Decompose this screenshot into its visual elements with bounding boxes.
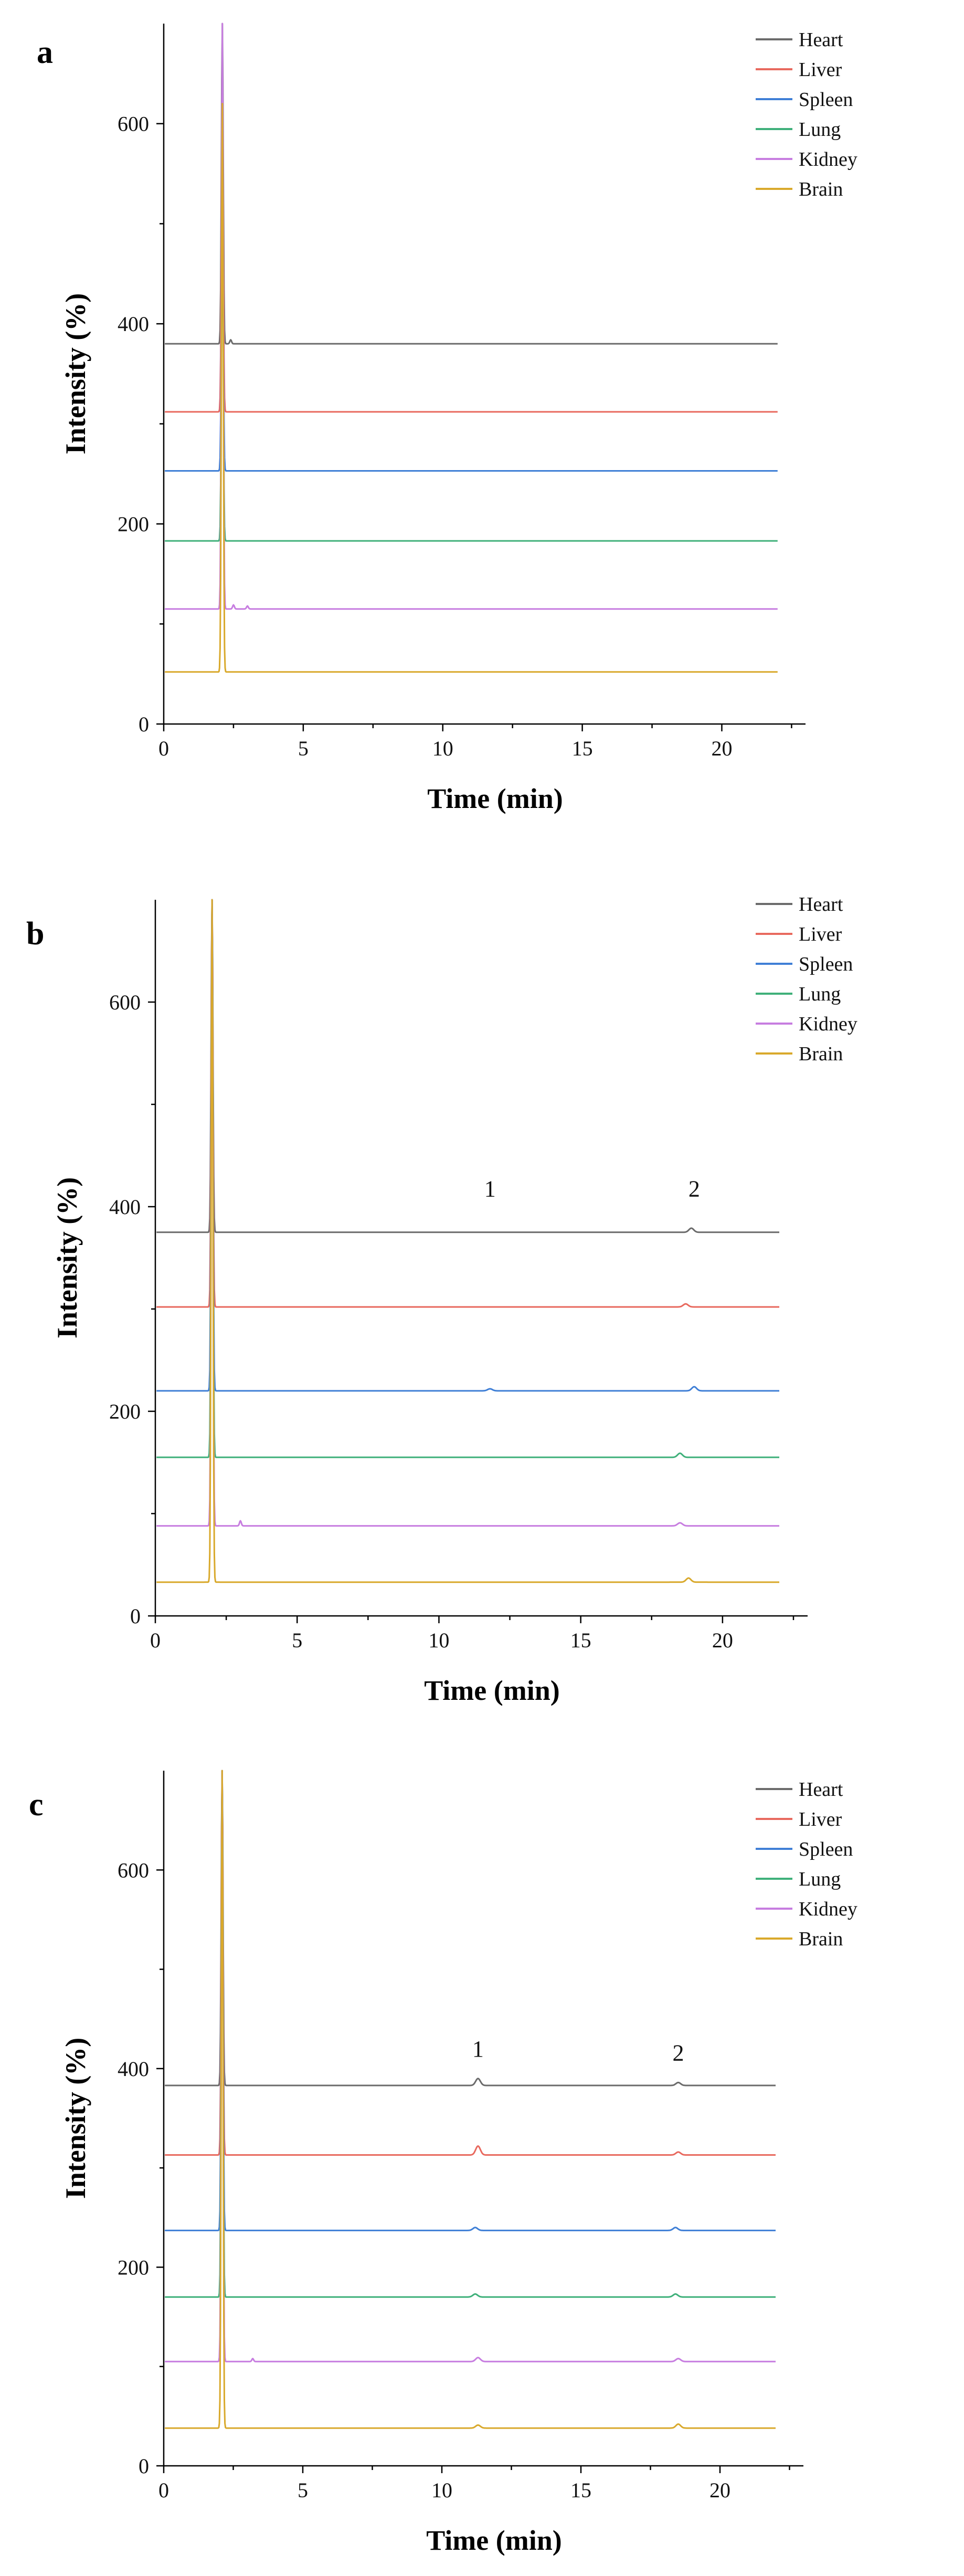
- legend-label: Liver: [799, 1808, 842, 1830]
- legend-label: Liver: [799, 59, 842, 81]
- y-tick-label: 0: [139, 2454, 149, 2478]
- x-tick-label: 15: [572, 737, 593, 760]
- series-line-brain: [156, 899, 780, 1583]
- y-tick-label: 600: [118, 1858, 149, 1882]
- legend: Heart Liver Spleen Lung Kidney Brain: [756, 1779, 857, 1950]
- x-tick-label: 10: [431, 2478, 452, 2502]
- panel-label: a: [37, 35, 53, 70]
- y-tick-label: 200: [109, 1400, 141, 1423]
- y-axis-title: Intensity (%): [60, 2038, 91, 2199]
- legend-label: Heart: [799, 29, 843, 51]
- x-axis-title: Time (min): [427, 783, 563, 814]
- y-tick-label: 0: [139, 712, 149, 736]
- legend-label: Spleen: [799, 953, 853, 975]
- axes-frame: [154, 900, 808, 1617]
- legend-label: Kidney: [799, 1898, 857, 1920]
- panel-label: b: [26, 916, 44, 952]
- y-tick-label: 400: [118, 312, 149, 336]
- legend-label: Heart: [799, 893, 843, 916]
- x-tick-label: 5: [298, 737, 309, 760]
- legend-label: Lung: [799, 119, 841, 141]
- y-tick-label: 400: [118, 2057, 149, 2081]
- series-line-spleen: [164, 1770, 776, 2231]
- x-tick-label: 10: [432, 737, 453, 760]
- series-line-heart: [156, 899, 780, 1233]
- series-line-liver: [156, 899, 780, 1308]
- legend: Heart Liver Spleen Lung Kidney Brain: [756, 893, 857, 1065]
- x-tick-label: 5: [298, 2478, 308, 2502]
- x-axis-title: Time (min): [426, 2525, 562, 2556]
- series-line-heart: [164, 23, 778, 345]
- series-line-lung: [164, 1770, 776, 2298]
- legend-label: Liver: [799, 923, 842, 945]
- y-tick-label: 600: [118, 112, 149, 136]
- series-line-kidney: [164, 23, 778, 610]
- legend-label: Spleen: [799, 89, 853, 111]
- series-line-brain: [164, 1770, 776, 2429]
- y-axis-title: Intensity (%): [60, 293, 91, 455]
- x-tick-label: 0: [158, 737, 169, 760]
- peak-annotation: 1: [484, 1176, 496, 1202]
- series-line-kidney: [156, 899, 780, 1527]
- x-tick-label: 10: [428, 1628, 449, 1652]
- legend-label: Lung: [799, 983, 841, 1005]
- peak-annotation: 2: [673, 2040, 684, 2066]
- y-tick-label: 0: [130, 1604, 141, 1628]
- y-tick-label: 200: [118, 513, 149, 536]
- y-tick-label: 200: [118, 2255, 149, 2279]
- series-line-lung: [156, 899, 780, 1459]
- series-line-liver: [164, 1770, 776, 2156]
- legend-label: Brain: [799, 1043, 843, 1065]
- series-line-kidney: [164, 1770, 776, 2362]
- series-line-lung: [164, 203, 778, 542]
- legend: Heart Liver Spleen Lung Kidney Brain: [756, 29, 857, 200]
- x-tick-label: 5: [292, 1628, 302, 1652]
- series-line-spleen: [164, 163, 778, 472]
- x-axis-title: Time (min): [424, 1675, 559, 1706]
- legend-label: Heart: [799, 1779, 843, 1801]
- y-tick-label: 600: [109, 991, 141, 1014]
- peak-annotation: 1: [472, 2036, 484, 2062]
- legend-label: Kidney: [799, 1013, 857, 1035]
- series-line-brain: [164, 103, 778, 673]
- series-line-liver: [164, 82, 778, 413]
- y-axis-title: Intensity (%): [51, 1177, 83, 1339]
- x-tick-label: 0: [158, 2478, 169, 2502]
- legend-label: Brain: [799, 1928, 843, 1950]
- x-tick-label: 0: [150, 1628, 161, 1652]
- y-tick-label: 400: [109, 1195, 141, 1219]
- series-line-spleen: [156, 899, 780, 1392]
- legend-label: Spleen: [799, 1838, 853, 1860]
- x-tick-label: 20: [711, 737, 732, 760]
- series-line-heart: [164, 1770, 776, 2087]
- legend-label: Kidney: [799, 148, 857, 171]
- legend-label: Brain: [799, 178, 843, 200]
- x-tick-label: 20: [709, 2478, 730, 2502]
- x-tick-label: 15: [570, 1628, 591, 1652]
- panel-label: c: [29, 1787, 44, 1823]
- x-tick-label: 20: [712, 1628, 733, 1652]
- x-tick-label: 15: [570, 2478, 591, 2502]
- legend-label: Lung: [799, 1868, 841, 1890]
- axes-frame: [163, 24, 806, 725]
- peak-annotation: 2: [688, 1176, 700, 1202]
